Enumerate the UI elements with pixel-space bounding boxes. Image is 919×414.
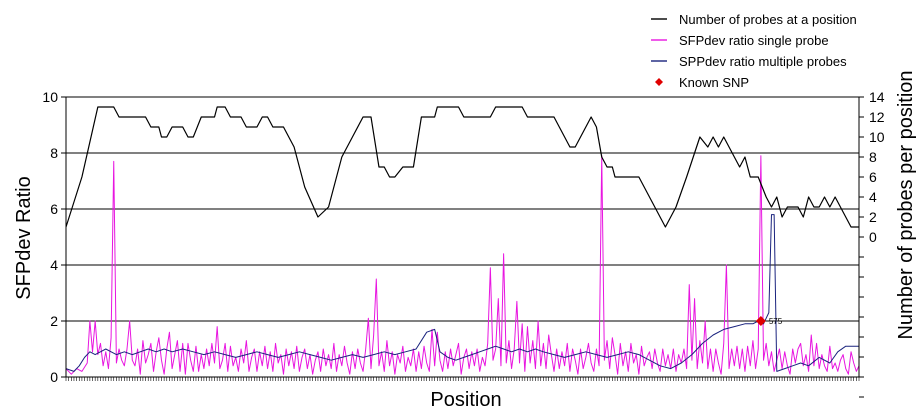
known-snp-marker bbox=[755, 316, 766, 326]
series-layer bbox=[65, 106, 860, 375]
y-axis-right-title: Number of probes per position bbox=[895, 70, 917, 339]
x-axis-ticks bbox=[65, 377, 860, 381]
y-right-tick-label: 14 bbox=[869, 89, 885, 105]
x-axis-title: Position bbox=[430, 389, 501, 411]
axes-layer: 0 2 4 6 8 10 0 2 4 6 8 10 12 14 bbox=[42, 89, 885, 398]
y-left-tick-label: 8 bbox=[50, 145, 58, 161]
legend: Number of probes at a position SFPdev rat… bbox=[651, 12, 857, 90]
y-right-tick-label: 0 bbox=[869, 229, 877, 245]
y-left-tick-label: 4 bbox=[50, 257, 58, 273]
y-left-tick-label: 10 bbox=[42, 89, 58, 105]
y-left-tick-label: 6 bbox=[50, 201, 58, 217]
y-right-tick-label: 12 bbox=[869, 109, 885, 125]
series-line-1 bbox=[65, 155, 860, 375]
series-line-2 bbox=[65, 214, 859, 372]
annotation-layer: 575 bbox=[755, 316, 783, 326]
y-right-tick-label: 10 bbox=[869, 129, 885, 145]
known-snp-label: 575 bbox=[769, 317, 783, 326]
legend-swatch-3 bbox=[655, 78, 663, 86]
series-line-0 bbox=[65, 106, 859, 228]
y-left-tick-label: 2 bbox=[50, 313, 58, 329]
legend-label-1: SFPdev ratio single probe bbox=[679, 33, 829, 48]
y-left-tick-label: 0 bbox=[50, 369, 58, 385]
y-right-tick-label: 2 bbox=[869, 209, 877, 225]
y-right-tick-label: 8 bbox=[869, 149, 877, 165]
legend-label-3: Known SNP bbox=[679, 75, 749, 90]
legend-label-2: SPPdev ratio multiple probes bbox=[679, 54, 847, 69]
y-axis-title: SFPdev Ratio bbox=[13, 176, 35, 299]
y-right-tick-label: 4 bbox=[869, 189, 877, 205]
y-right-tick-label: 6 bbox=[869, 169, 877, 185]
legend-label-0: Number of probes at a position bbox=[679, 12, 857, 27]
